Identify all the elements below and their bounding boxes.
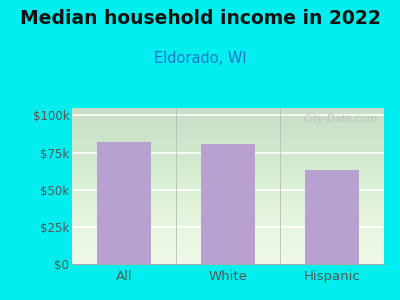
Text: Median household income in 2022: Median household income in 2022: [20, 9, 380, 28]
Text: Eldorado, WI: Eldorado, WI: [154, 51, 246, 66]
Bar: [305, 170, 359, 264]
Text: City-Data.com: City-Data.com: [304, 114, 378, 124]
Bar: [201, 144, 255, 264]
Bar: [97, 142, 151, 264]
